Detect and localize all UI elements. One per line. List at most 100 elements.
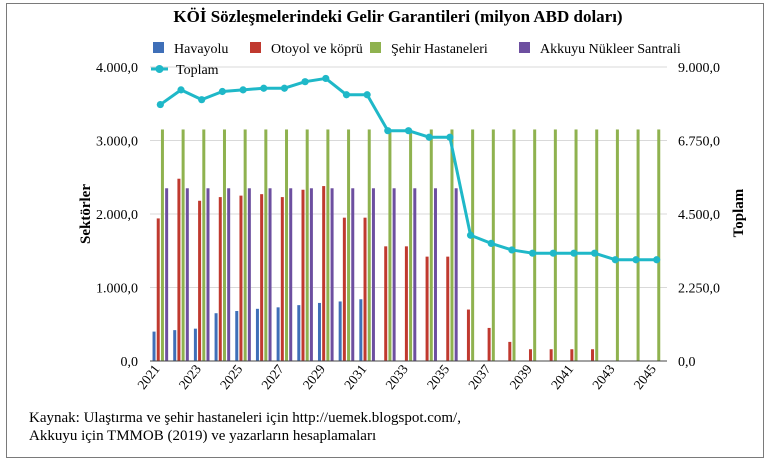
total-point <box>632 256 640 264</box>
legend-label-toplam: Toplam <box>176 63 219 78</box>
chart-title: KÖİ Sözleşmelerindeki Gelir Garantileri … <box>173 7 622 26</box>
bar-akkuyu <box>433 188 437 361</box>
source-note-line-2: Akkuyu için TMMOB (2019) ve yazarların h… <box>29 428 377 444</box>
total-line <box>159 76 657 262</box>
total-point <box>611 256 619 264</box>
bar-havayolu <box>317 302 321 361</box>
legend-swatch-akkuyu <box>519 42 530 53</box>
bar-sehir <box>512 129 516 361</box>
total-point <box>260 84 268 92</box>
total-point <box>384 127 392 135</box>
x-tick-label: 2033 <box>382 361 411 392</box>
bar-akkuyu <box>413 188 417 361</box>
bar-akkuyu <box>268 188 272 361</box>
y-tick-label: 0,0 <box>121 355 139 370</box>
bar-havayolu <box>235 311 239 361</box>
total-point <box>508 246 516 254</box>
total-point <box>528 249 537 257</box>
total-point <box>549 249 557 257</box>
y-tick-label: 4.000,0 <box>96 61 138 76</box>
bar-sehir <box>429 129 433 361</box>
legend-label-sehir: Şehir Hastaneleri <box>391 42 488 57</box>
bar-havayolu <box>152 331 156 361</box>
total-point <box>404 127 413 135</box>
bar-akkuyu <box>227 188 231 361</box>
bar-sehir <box>181 129 185 361</box>
legend-swatch-havayolu <box>153 42 164 53</box>
bar-akkuyu <box>371 188 375 361</box>
y2-tick-label: 6.750,0 <box>678 135 720 150</box>
bar-otoyol <box>363 217 367 361</box>
total-point <box>570 249 578 257</box>
y-tick-label: 2.000,0 <box>96 208 138 223</box>
x-tick-label: 2021 <box>134 362 162 393</box>
bar-sehir <box>533 129 537 361</box>
total-point <box>466 231 475 239</box>
bar-akkuyu <box>206 188 210 361</box>
source-note-line-1: Kaynak: Ulaştırma ve şehir hastaneleri i… <box>29 410 461 426</box>
figure-frame <box>6 3 764 458</box>
bar-sehir <box>222 129 226 361</box>
bar-sehir <box>615 129 619 361</box>
y2-tick-label: 9.000,0 <box>678 61 720 76</box>
y2-tick-label: 4.500,0 <box>678 208 720 223</box>
legend-swatch-sehir <box>370 42 381 53</box>
bar-otoyol <box>239 195 243 361</box>
x-tick-label: 2031 <box>341 362 369 393</box>
y-tick-label: 1.000,0 <box>96 282 138 297</box>
bar-sehir <box>326 129 330 361</box>
total-point <box>363 91 371 99</box>
bar-otoyol <box>218 197 222 361</box>
legend-label-havayolu: Havayolu <box>174 42 228 57</box>
total-point <box>591 249 599 257</box>
y2-axis-title: Toplam <box>731 188 747 237</box>
bar-sehir <box>388 129 392 361</box>
bar-otoyol <box>177 178 181 361</box>
x-tick-label: 2037 <box>465 361 494 392</box>
bar-otoyol <box>280 197 284 361</box>
total-point <box>239 86 247 94</box>
bar-havayolu <box>255 308 259 361</box>
bar-sehir <box>471 129 475 361</box>
bar-otoyol <box>260 194 264 361</box>
legend-marker-toplam <box>155 65 164 73</box>
x-tick-label: 2035 <box>424 361 453 392</box>
bar-akkuyu <box>392 188 396 361</box>
bar-otoyol <box>570 349 574 361</box>
x-tick-label: 2045 <box>631 361 660 392</box>
bar-sehir <box>367 129 371 361</box>
total-point <box>156 100 164 109</box>
total-point <box>301 78 309 86</box>
bar-akkuyu <box>289 188 293 361</box>
bar-akkuyu <box>247 188 251 361</box>
bar-havayolu <box>214 313 218 361</box>
bar-sehir <box>305 129 309 361</box>
bar-otoyol <box>301 189 305 361</box>
x-tick-label: 2023 <box>176 361 205 392</box>
total-point <box>487 239 495 247</box>
bar-havayolu <box>173 330 177 361</box>
x-tick-label: 2041 <box>548 362 576 393</box>
bar-sehir <box>450 129 454 361</box>
bar-sehir <box>264 129 268 361</box>
bar-otoyol <box>404 246 408 361</box>
y2-tick-label: 0,0 <box>678 355 696 370</box>
x-tick-label: 2027 <box>258 361 287 392</box>
bar-sehir <box>202 129 206 361</box>
x-tick-label: 2029 <box>300 361 329 392</box>
x-tick-label: 2043 <box>589 361 618 392</box>
bar-otoyol <box>528 349 532 361</box>
bar-sehir <box>409 129 413 361</box>
legend-label-akkuyu: Akkuyu Nükleer Santrali <box>540 42 681 57</box>
x-tick-label: 2039 <box>507 361 536 392</box>
bar-sehir <box>347 129 351 361</box>
total-point <box>322 74 330 83</box>
bar-akkuyu <box>351 188 355 361</box>
y-axis-title: Sektörler <box>78 184 94 244</box>
bar-otoyol <box>508 341 512 361</box>
bar-otoyol <box>446 256 450 361</box>
bar-akkuyu <box>165 188 169 361</box>
bar-otoyol <box>156 218 160 361</box>
bar-havayolu <box>359 299 363 361</box>
